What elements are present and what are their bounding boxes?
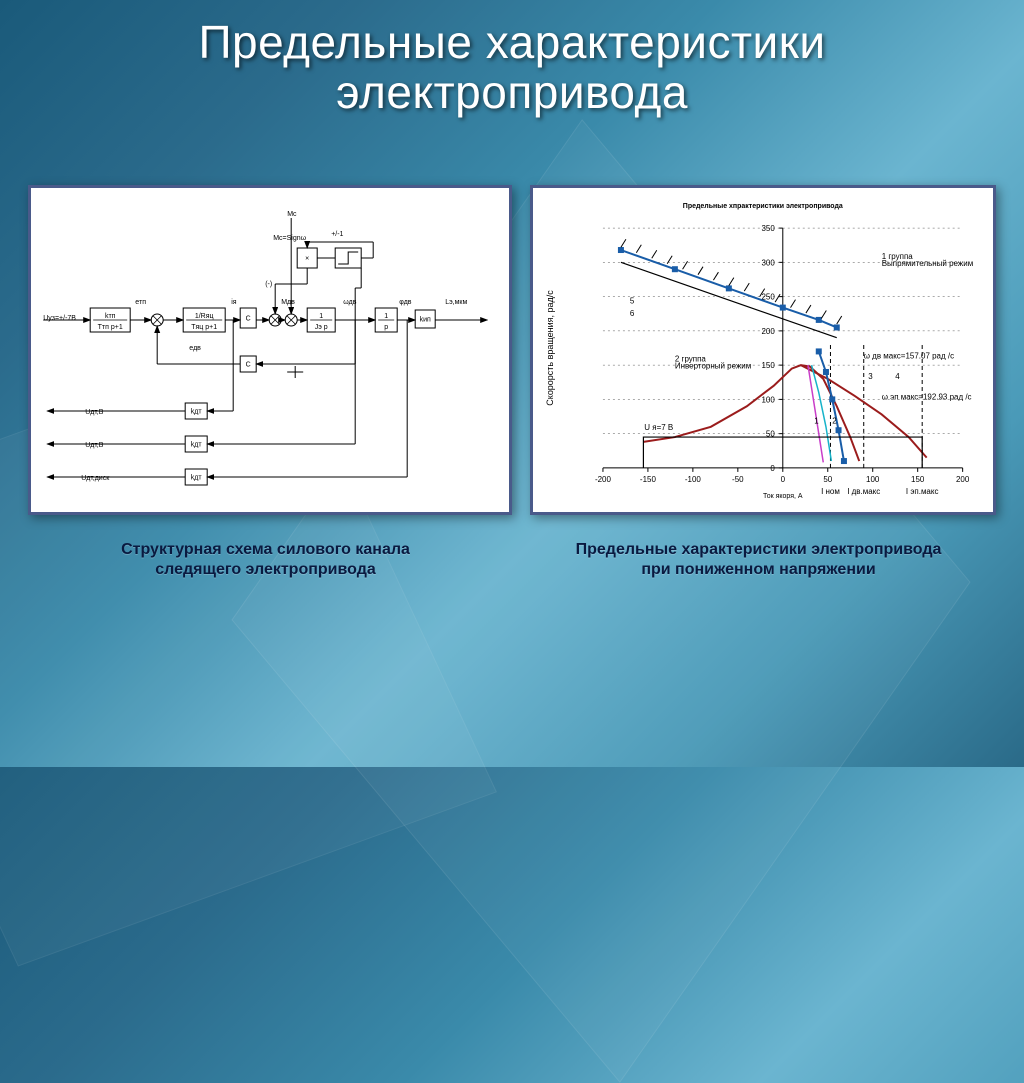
block-diagram-svg: kтп Tтп p+1 1/Rяц Tяц p+1 C 1 Jэ p 1 p kип C × kдт kд… [31, 188, 509, 512]
captions-row: Структурная схема силового канала следящ… [28, 540, 996, 580]
svg-text:50: 50 [824, 475, 833, 484]
svg-text:100: 100 [762, 395, 776, 404]
slide-title: Предельные характеристики электропривода [0, 0, 1024, 117]
svg-text:Uдт,В: Uдт,В [85, 409, 104, 416]
caption-right-l1: Предельные характеристики электропривода [576, 541, 942, 558]
svg-text:kтп: kтп [105, 313, 116, 320]
svg-text:Uдт,диск: Uдт,диск [81, 475, 110, 482]
svg-text:Mс=Signω: Mс=Signω [273, 235, 306, 242]
svg-text:C: C [246, 362, 251, 369]
svg-text:I ном: I ном [821, 487, 840, 496]
caption-right: Предельные характеристики электропривода… [521, 540, 996, 580]
svg-text:Uдт,В: Uдт,В [85, 442, 104, 449]
svg-text:-150: -150 [640, 475, 657, 484]
svg-text:300: 300 [762, 258, 776, 267]
svg-text:0: 0 [781, 475, 786, 484]
svg-text:Выпрямительный режим: Выпрямительный режим [882, 259, 973, 268]
svg-text:φдв: φдв [399, 299, 412, 306]
svg-text:1: 1 [815, 416, 820, 425]
svg-text:4: 4 [896, 372, 901, 381]
svg-text:100: 100 [866, 475, 880, 484]
svg-text:kдт: kдт [191, 475, 203, 482]
svg-text:eдв: eдв [189, 345, 201, 352]
svg-text:kип: kип [420, 317, 431, 324]
svg-text:Tтп p+1: Tтп p+1 [98, 324, 123, 331]
svg-text:-50: -50 [732, 475, 744, 484]
chart-svg: Предельные хпрактеристики электропривода… [533, 188, 993, 512]
svg-text:200: 200 [956, 475, 970, 484]
title-line2: электропривода [336, 66, 688, 118]
svg-text:+/-1: +/-1 [331, 231, 343, 238]
svg-text:0: 0 [771, 464, 776, 473]
svg-text:I дв.макс: I дв.макс [848, 487, 881, 496]
caption-right-l2: при пониженном напряжении [641, 561, 875, 578]
svg-text:(-): (-) [265, 281, 272, 288]
svg-text:2: 2 [833, 416, 838, 425]
svg-text:C: C [246, 316, 251, 323]
svg-text:ω дв макс=157.07 рад /с: ω дв макс=157.07 рад /с [864, 351, 954, 360]
svg-text:eтп: eтп [135, 299, 146, 306]
svg-text:U я=7 В: U я=7 В [645, 423, 674, 432]
svg-text:Jэ p: Jэ p [315, 324, 328, 331]
svg-text:ω эп макс=192.93 рад /с: ω эп макс=192.93 рад /с [882, 392, 972, 401]
svg-text:Mдв: Mдв [281, 299, 295, 306]
panel-block-diagram: kтп Tтп p+1 1/Rяц Tяц p+1 C 1 Jэ p 1 p kип C × kдт kд… [28, 185, 512, 515]
svg-text:-200: -200 [595, 475, 612, 484]
svg-text:ωдв: ωдв [343, 299, 357, 306]
svg-text:150: 150 [911, 475, 925, 484]
svg-text:350: 350 [762, 224, 776, 233]
svg-text:3: 3 [869, 372, 874, 381]
svg-text:kдт: kдт [191, 409, 203, 416]
svg-text:Скорорсть вращения, рад/с: Скорорсть вращения, рад/с [545, 290, 555, 406]
svg-text:1/Rяц: 1/Rяц [195, 313, 214, 320]
panels-row: kтп Tтп p+1 1/Rяц Tяц p+1 C 1 Jэ p 1 p kип C × kдт kд… [28, 185, 996, 515]
svg-text:Uуз=+/-7В: Uуз=+/-7В [43, 315, 76, 322]
svg-text:Lэ,мкм: Lэ,мкм [445, 299, 467, 306]
title-line1: Предельные характеристики [198, 16, 825, 68]
svg-text:p: p [384, 324, 388, 331]
caption-left-l2: следящего электропривода [155, 561, 376, 578]
svg-text:I эп.макс: I эп.макс [906, 487, 939, 496]
svg-text:Ток якоря, А: Ток якоря, А [763, 493, 803, 500]
svg-text:150: 150 [762, 361, 776, 370]
svg-text:1: 1 [384, 313, 388, 320]
svg-text:-100: -100 [685, 475, 702, 484]
svg-text:5: 5 [630, 296, 635, 305]
svg-text:6: 6 [630, 309, 635, 318]
svg-text:iя: iя [231, 299, 237, 306]
caption-left: Структурная схема силового канала следящ… [28, 540, 503, 580]
svg-text:200: 200 [762, 327, 776, 336]
svg-text:Инверторный режим: Инверторный режим [675, 362, 751, 371]
svg-text:kдт: kдт [191, 442, 203, 449]
svg-text:Предельные хпрактеристики элек: Предельные хпрактеристики электропривода [683, 203, 843, 210]
svg-text:Tяц p+1: Tяц p+1 [191, 324, 217, 331]
svg-text:Mс: Mс [287, 211, 297, 218]
caption-left-l1: Структурная схема силового канала [121, 541, 410, 558]
svg-text:×: × [305, 256, 309, 263]
panel-chart: Предельные хпрактеристики электропривода… [530, 185, 996, 515]
svg-text:1: 1 [319, 313, 323, 320]
